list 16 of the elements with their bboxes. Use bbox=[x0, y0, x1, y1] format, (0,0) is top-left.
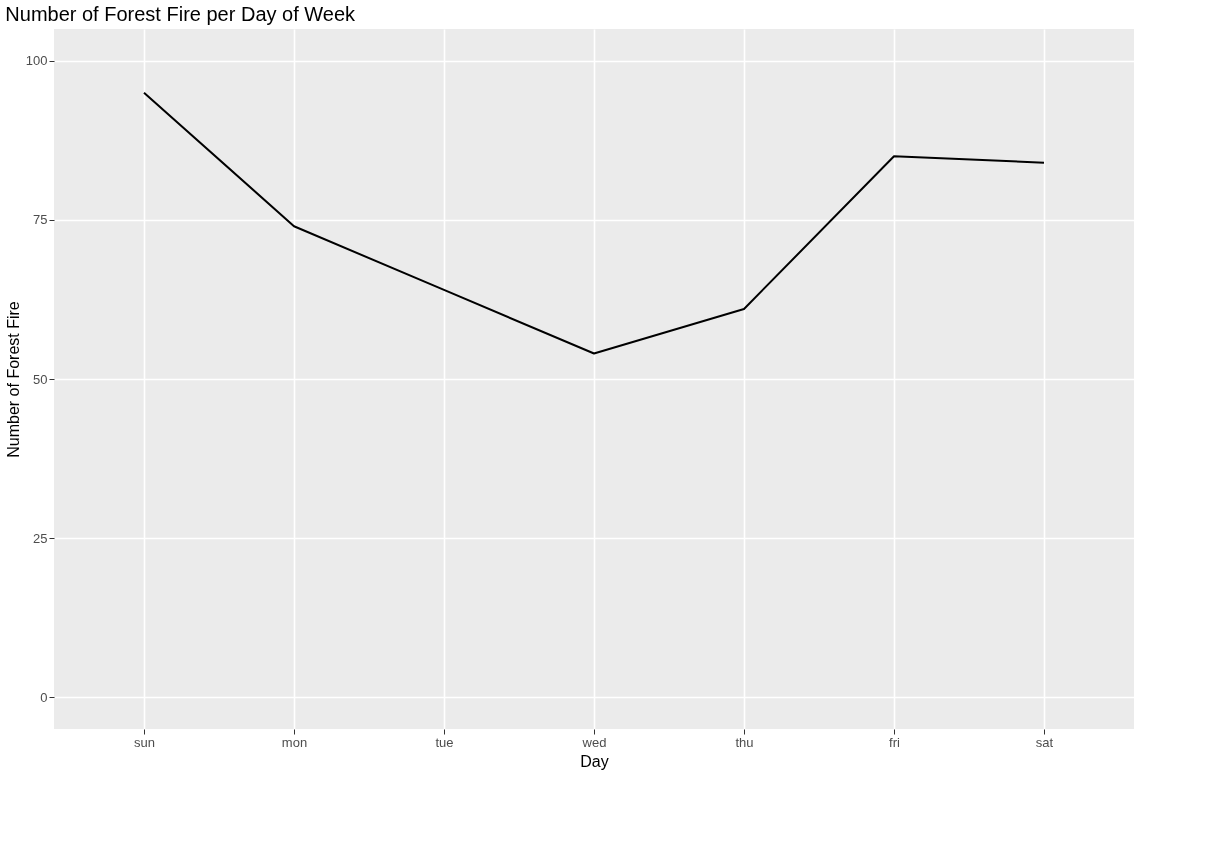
x-tick-label: wed bbox=[581, 734, 607, 750]
chart-title: Number of Forest Fire per Day of Week bbox=[5, 3, 357, 25]
x-tick-label: fri bbox=[889, 734, 901, 750]
x-tick-label: tue bbox=[435, 734, 454, 750]
x-tick-label: mon bbox=[281, 734, 308, 750]
line-series bbox=[143, 91, 1045, 355]
x-axis-title: Day bbox=[580, 752, 609, 770]
y-axis-title: Number of Forest Fire bbox=[4, 301, 22, 458]
y-tick-label: 25 bbox=[33, 530, 48, 546]
y-tick-label: 0 bbox=[40, 689, 48, 705]
x-tick-label: thu bbox=[735, 734, 754, 750]
y-tick-label: 50 bbox=[33, 371, 48, 387]
y-tick-label: 75 bbox=[33, 212, 48, 228]
x-tick-label: sun bbox=[134, 734, 155, 750]
x-tick-label: sat bbox=[1035, 734, 1054, 750]
y-tick-label: 100 bbox=[25, 53, 48, 69]
